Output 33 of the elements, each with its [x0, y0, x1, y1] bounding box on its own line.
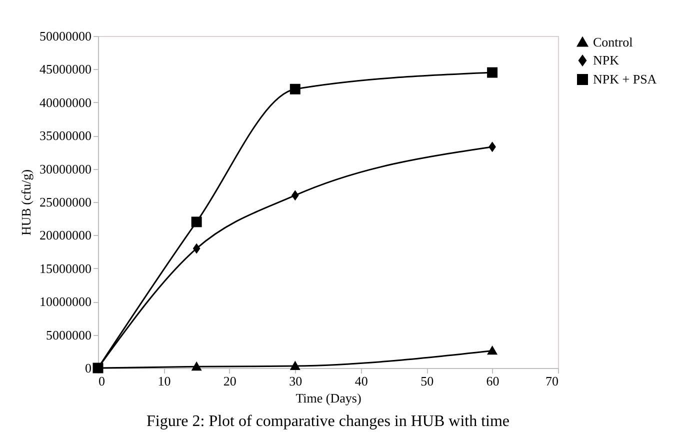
caption: Figure 2: Plot of comparative changes in HUB with time — [146, 413, 510, 430]
y-tick-label: 35000000 — [40, 128, 92, 144]
x-tick-label: 40 — [354, 374, 368, 388]
y-tick-label: 20000000 — [40, 228, 92, 243]
y-tick-label: 50000000 — [40, 28, 92, 44]
point — [192, 243, 200, 254]
x-tick-label: 70 — [546, 374, 558, 388]
point — [291, 190, 299, 201]
x-tick-label: 0 — [98, 374, 105, 388]
y-tick-label: 15000000 — [40, 260, 92, 276]
x-tick-label: 30 — [289, 374, 302, 388]
legend-label: Control — [593, 34, 634, 50]
y-axis-title: HUB (cfu/g) — [18, 169, 34, 236]
y-tick-label: 45000000 — [40, 62, 92, 77]
y-tick-label: 5000000 — [46, 327, 92, 342]
x-axis-title: Time (Days) — [296, 390, 362, 406]
point — [191, 216, 202, 228]
y-tick-label: 10000000 — [40, 294, 92, 310]
point — [487, 345, 498, 355]
y-tick-label: 25000000 — [40, 194, 92, 210]
point — [290, 84, 300, 94]
point — [191, 361, 202, 371]
point — [290, 360, 300, 370]
y-tick-label: 0 — [85, 360, 92, 376]
x-tick-label: 10 — [158, 374, 171, 388]
x-tick-label: 20 — [223, 374, 236, 388]
point — [487, 67, 498, 78]
x-tick-label: 60 — [486, 374, 500, 388]
y-tick-label: 40000000 — [40, 94, 92, 110]
y-tick-label: 30000000 — [40, 161, 92, 176]
legend-label: NPK + PSA — [593, 72, 658, 86]
legend-label: NPK — [593, 52, 620, 68]
x-tick-label: 50 — [420, 374, 434, 388]
